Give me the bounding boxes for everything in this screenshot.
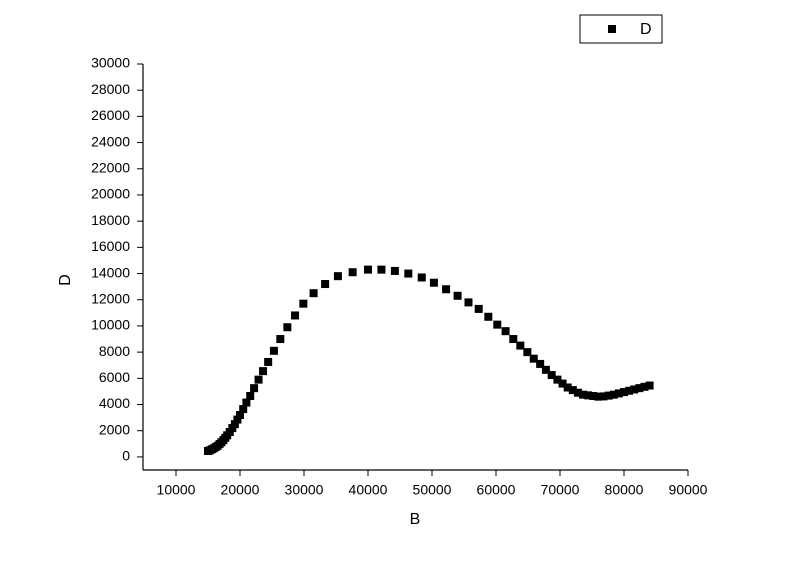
y-axis-label: D (57, 274, 74, 286)
scatter-point (599, 392, 608, 401)
y-tick-label: 26000 (91, 107, 130, 123)
scatter-point (377, 265, 386, 274)
y-tick-label: 22000 (91, 159, 130, 175)
scatter-point (584, 391, 593, 400)
scatter-point (390, 266, 399, 275)
scatter-point (259, 367, 268, 376)
scatter-point (541, 365, 550, 374)
scatter-point (635, 384, 644, 393)
scatter-point (609, 390, 618, 399)
scatter-point (464, 298, 473, 307)
scatter-point (264, 357, 273, 366)
scatter-point (536, 359, 545, 368)
scatter-point (309, 289, 318, 298)
x-tick-label: 40000 (349, 482, 388, 498)
y-tick-label: 0 (122, 448, 130, 464)
y-tick-label: 2000 (99, 421, 130, 437)
y-tick-label: 28000 (91, 81, 130, 97)
scatter-point (333, 272, 342, 281)
scatter-point (594, 392, 603, 401)
y-tick-label: 8000 (99, 343, 130, 359)
scatter-point (614, 389, 623, 398)
x-axis-label: B (410, 511, 421, 528)
scatter-point (645, 381, 654, 390)
x-tick-label: 50000 (413, 482, 452, 498)
scatter-point (529, 354, 538, 363)
scatter-point (246, 392, 255, 401)
scatter-point (230, 420, 239, 429)
scatter-point (429, 278, 438, 287)
scatter-point (364, 265, 372, 274)
y-tick-label: 10000 (91, 317, 130, 333)
y-tick-label: 20000 (91, 186, 130, 202)
y-tick-label: 18000 (91, 212, 130, 228)
scatter-point (404, 269, 413, 278)
scatter-point (442, 285, 451, 294)
scatter-point (236, 410, 244, 419)
y-tick-label: 30000 (91, 55, 130, 71)
scatter-point (640, 382, 649, 391)
scatter-point (573, 388, 582, 397)
scatter-point (417, 273, 426, 282)
y-tick-label: 14000 (91, 264, 130, 280)
x-tick-label: 60000 (477, 482, 516, 498)
y-tick-label: 16000 (91, 238, 130, 254)
scatter-point (291, 311, 300, 320)
scatter-point (558, 379, 567, 388)
scatter-point (321, 280, 330, 289)
scatter-point (501, 327, 510, 336)
scatter-point (484, 312, 493, 321)
x-tick-label: 10000 (157, 482, 196, 498)
legend-marker (608, 25, 616, 33)
legend-box (579, 14, 663, 44)
scatter-point (553, 375, 562, 384)
scatter-point (276, 335, 285, 344)
scatter-point (620, 388, 628, 397)
x-tick-label: 30000 (285, 482, 324, 498)
y-tick-label: 24000 (91, 133, 130, 149)
x-tick-label: 80000 (605, 482, 644, 498)
scatter-point (516, 341, 525, 350)
scatter-point (283, 323, 292, 332)
x-tick-label: 70000 (541, 482, 580, 498)
scatter-point (242, 398, 251, 407)
scatter-point (625, 386, 634, 395)
x-tick-label: 90000 (669, 482, 708, 498)
y-tick-label: 4000 (99, 395, 130, 411)
y-tick-label: 12000 (91, 290, 130, 306)
scatter-point (523, 348, 532, 357)
scatter-point (299, 299, 308, 308)
scatter-point (589, 392, 598, 401)
scatter-point (269, 346, 278, 355)
scatter-point (579, 390, 588, 399)
scatter-point (547, 371, 556, 380)
legend-label: D (640, 21, 652, 38)
scatter-point (239, 405, 248, 414)
scatter-point (604, 391, 613, 400)
y-tick-label: 6000 (99, 369, 130, 385)
scatter-point (254, 375, 263, 384)
scatter-point (563, 383, 572, 392)
scatter-point (348, 268, 357, 277)
scatter-point (630, 385, 639, 394)
scatter-point (474, 304, 483, 313)
scatter-point (493, 320, 502, 329)
scatter-point (509, 335, 518, 344)
scatter-point (568, 386, 577, 395)
scatter-point (233, 415, 242, 424)
scatter-point (250, 384, 259, 393)
x-tick-label: 20000 (221, 482, 260, 498)
scatter-point (453, 291, 462, 300)
